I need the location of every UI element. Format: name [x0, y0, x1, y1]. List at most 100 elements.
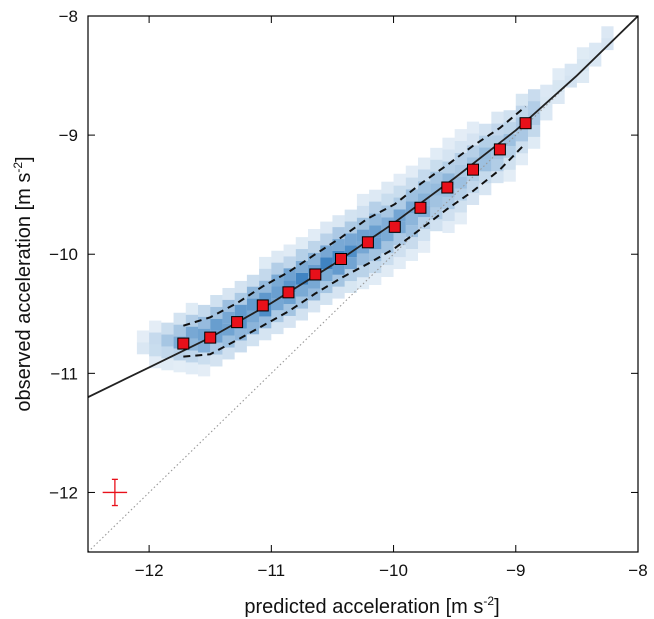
density-cell [418, 217, 431, 230]
density-cell [479, 159, 492, 172]
density-cell [283, 256, 296, 269]
density-cell [283, 268, 296, 281]
density-cell [393, 257, 406, 270]
density-cell [283, 280, 296, 293]
density-cell [454, 164, 467, 177]
density-cell [430, 171, 443, 184]
density-cell [515, 105, 528, 118]
density-cell [173, 360, 186, 373]
density-cell [418, 181, 431, 194]
density-cell [442, 197, 455, 210]
density-cell [198, 316, 211, 329]
density-cell [198, 352, 211, 365]
binned-point [519, 117, 532, 130]
density-cell [210, 330, 223, 343]
density-cell [234, 280, 247, 293]
density-cell [222, 287, 235, 300]
density-cell [418, 193, 431, 206]
density-cell [161, 334, 174, 347]
density-cell [295, 308, 308, 321]
density-cell [491, 135, 504, 148]
scatter-band-lower [183, 142, 527, 358]
density-cell [528, 89, 541, 102]
density-cell [198, 304, 211, 317]
density-cell [173, 348, 186, 361]
density-cell [430, 183, 443, 196]
density-cell [222, 323, 235, 336]
density-cell [528, 124, 541, 137]
density-cell [466, 193, 480, 205]
density-cell [491, 123, 504, 136]
y-tick-label: −10 [49, 245, 78, 264]
density-cell [405, 165, 418, 178]
density-cell [320, 269, 333, 282]
binned-point [204, 331, 217, 344]
density-cell [381, 193, 394, 206]
binned-point [335, 252, 347, 265]
density-cell [576, 47, 590, 60]
density-cell [332, 227, 345, 240]
x-axis-label: predicted acceleration [m s-2] [244, 594, 499, 618]
density-cell [515, 93, 528, 106]
density-cell [430, 207, 443, 220]
density-cell [271, 298, 284, 311]
y-tick-label: −12 [49, 483, 78, 502]
density-cell [308, 300, 321, 313]
density-cell [454, 176, 467, 189]
density-cell [393, 209, 406, 222]
density-cell [295, 272, 308, 285]
density-cell [344, 209, 357, 222]
density-cell [271, 274, 284, 287]
density-cell [479, 135, 492, 148]
density-cell [393, 245, 406, 258]
density-cell [381, 205, 394, 218]
density-cell [369, 261, 382, 274]
y-axis-label: observed acceleration [m s-2] [11, 156, 35, 411]
density-cell [503, 145, 516, 158]
density-cell [222, 347, 235, 360]
density-cell [491, 111, 504, 124]
density-cell [332, 286, 345, 299]
density-cell [271, 310, 284, 323]
density-cell [405, 213, 418, 226]
density-cell [246, 274, 260, 287]
x-tick-label: −10 [379, 561, 408, 580]
binned-point [177, 337, 190, 350]
x-tick-label: −11 [258, 561, 286, 580]
density-cell [369, 213, 382, 226]
density-cell [442, 149, 455, 162]
density-cell [161, 346, 174, 359]
density-cell [320, 293, 333, 305]
density-cell [295, 260, 308, 273]
density-cell [259, 328, 272, 341]
density-cell [356, 253, 370, 266]
density-cell [454, 188, 467, 201]
binned-point [467, 163, 479, 176]
density-cell [320, 233, 333, 246]
density-cell [454, 129, 467, 142]
density-cell [161, 358, 174, 371]
density-cell [356, 265, 370, 278]
density-cell [515, 129, 528, 142]
binned-point [309, 268, 322, 281]
density-cell [332, 239, 345, 251]
density-cell [466, 181, 480, 194]
density-cell [405, 189, 418, 202]
density-cell [185, 350, 198, 363]
density-cell [295, 249, 308, 261]
density-cell [332, 262, 345, 275]
binned-points [177, 117, 532, 350]
density-cell [430, 147, 443, 160]
density-cell [308, 252, 321, 265]
density-cell [185, 326, 198, 339]
density-cell [295, 237, 308, 250]
density-cell [393, 233, 406, 246]
density-cell [381, 253, 394, 266]
binned-point [441, 181, 454, 194]
density-cell [381, 181, 394, 194]
density-cell [576, 59, 590, 72]
density-cell [418, 229, 431, 241]
density-cell [528, 136, 541, 149]
density-cell [589, 42, 602, 55]
